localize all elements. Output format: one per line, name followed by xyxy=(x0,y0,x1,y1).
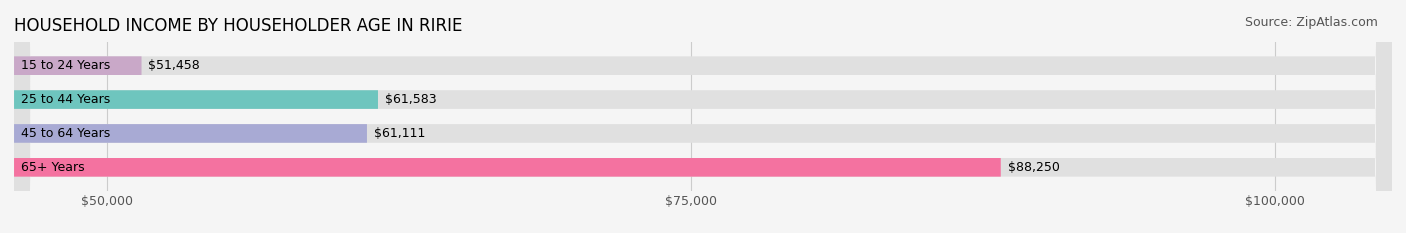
Text: Source: ZipAtlas.com: Source: ZipAtlas.com xyxy=(1244,16,1378,29)
Text: 25 to 44 Years: 25 to 44 Years xyxy=(21,93,110,106)
Text: $61,583: $61,583 xyxy=(385,93,436,106)
FancyBboxPatch shape xyxy=(14,56,142,75)
Text: HOUSEHOLD INCOME BY HOUSEHOLDER AGE IN RIRIE: HOUSEHOLD INCOME BY HOUSEHOLDER AGE IN R… xyxy=(14,17,463,35)
Text: $61,111: $61,111 xyxy=(374,127,425,140)
FancyBboxPatch shape xyxy=(14,90,378,109)
FancyBboxPatch shape xyxy=(14,124,367,143)
FancyBboxPatch shape xyxy=(14,0,1392,233)
Text: $88,250: $88,250 xyxy=(1008,161,1060,174)
FancyBboxPatch shape xyxy=(14,0,1392,233)
FancyBboxPatch shape xyxy=(14,158,1001,177)
Text: $51,458: $51,458 xyxy=(149,59,200,72)
Text: 15 to 24 Years: 15 to 24 Years xyxy=(21,59,110,72)
Text: 45 to 64 Years: 45 to 64 Years xyxy=(21,127,110,140)
FancyBboxPatch shape xyxy=(14,0,1392,233)
Text: 65+ Years: 65+ Years xyxy=(21,161,84,174)
FancyBboxPatch shape xyxy=(14,0,1392,233)
